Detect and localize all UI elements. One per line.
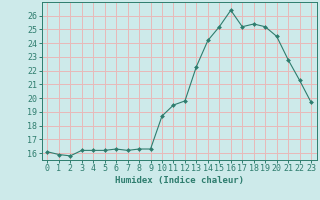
X-axis label: Humidex (Indice chaleur): Humidex (Indice chaleur) xyxy=(115,176,244,185)
